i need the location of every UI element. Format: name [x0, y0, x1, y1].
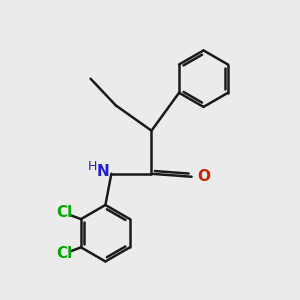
Text: O: O — [197, 169, 210, 184]
Text: Cl: Cl — [56, 246, 73, 261]
Text: Cl: Cl — [56, 205, 73, 220]
Text: N: N — [96, 164, 109, 179]
Text: H: H — [88, 160, 98, 173]
